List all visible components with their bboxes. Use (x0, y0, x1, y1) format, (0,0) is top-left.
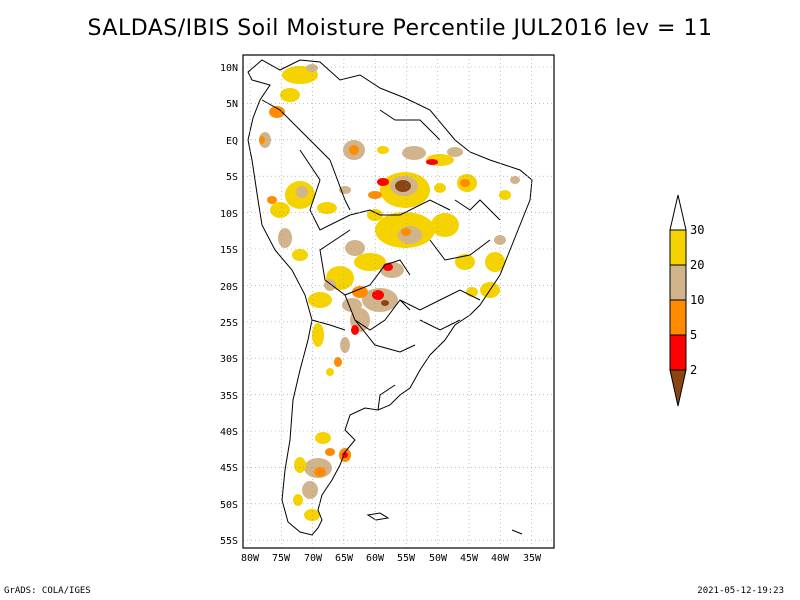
lon-label: 80W (241, 553, 260, 564)
colorbar-label: 10 (690, 293, 704, 307)
colorbar-label: 30 (690, 223, 704, 237)
lat-label: 5N (226, 99, 238, 110)
lon-label: 70W (304, 553, 323, 564)
coastlines-and-borders (247, 59, 533, 536)
footer-timestamp: 2021-05-12-19:23 (697, 586, 784, 596)
soil-moisture-shading (259, 64, 520, 521)
lat-label: 40S (220, 427, 238, 438)
lat-label: 10S (220, 209, 238, 220)
colorbar-swatch-5-10 (669, 299, 687, 336)
lat-label: EQ (226, 136, 238, 147)
plot-frame (242, 54, 555, 549)
lon-label: 35W (523, 553, 542, 564)
colorbar-swatch-10-20 (669, 264, 687, 301)
lat-label: 30S (220, 354, 238, 365)
colorbar-swatch-20-30 (669, 229, 687, 266)
lat-label: 55S (220, 536, 238, 547)
lon-label: 60W (366, 553, 385, 564)
lon-label: 55W (397, 553, 416, 564)
lat-label: 35S (220, 391, 238, 402)
lat-label: 50S (220, 500, 238, 511)
lon-label: 45W (460, 553, 479, 564)
lat-label: 45S (220, 463, 238, 474)
colorbar-label: 5 (690, 328, 697, 342)
colorbar-swatch-2-5 (669, 334, 687, 371)
longitude-labels: 80W 75W 70W 65W 60W 55W 50W 45W 40W 35W (241, 553, 542, 564)
colorbar-top-arrow (669, 194, 687, 231)
colorbar-labels: 30 20 10 5 2 (690, 223, 704, 377)
lon-label: 40W (491, 553, 510, 564)
latitude-labels: 10N 5N EQ 5S 10S 15S 20S 25S 30S 35S 40S… (220, 63, 238, 547)
colorbar-label: 2 (690, 363, 697, 377)
colorbar-legend (669, 194, 687, 407)
footer-credit: GrADS: COLA/IGES (4, 586, 91, 596)
lat-label: 25S (220, 318, 238, 329)
lat-label: 15S (220, 245, 238, 256)
colorbar-bottom-arrow (669, 369, 687, 407)
lon-label: 75W (272, 553, 291, 564)
lat-label: 10N (220, 63, 238, 74)
colorbar-label: 20 (690, 258, 704, 272)
lon-label: 50W (429, 553, 448, 564)
lat-label: 5S (226, 172, 238, 183)
map-title: SALDAS/IBIS Soil Moisture Percentile JUL… (87, 16, 713, 41)
lon-label: 65W (335, 553, 354, 564)
lat-label: 20S (220, 282, 238, 293)
